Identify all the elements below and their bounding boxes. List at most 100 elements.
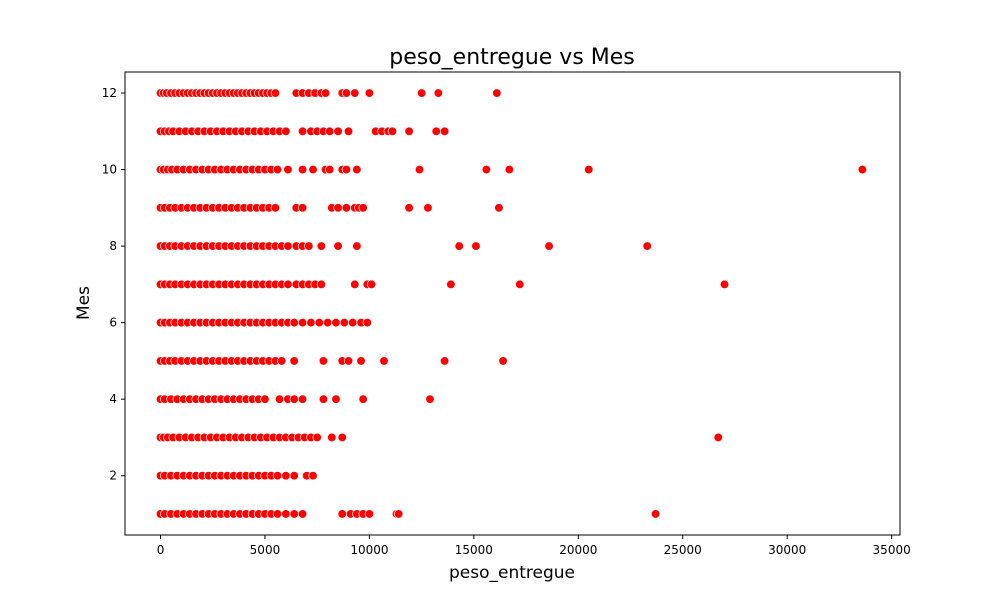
data-point: [297, 394, 308, 404]
x-tick-label: 0: [157, 543, 165, 557]
data-point: [387, 126, 398, 136]
data-point: [350, 88, 360, 98]
data-point: [515, 279, 525, 290]
data-point: [341, 164, 352, 175]
data-point: [320, 88, 331, 98]
plot-frame: [124, 71, 901, 536]
data-point: [423, 203, 433, 213]
data-point: [454, 241, 464, 251]
data-point: [504, 164, 515, 175]
y-tick-label: 12: [102, 86, 117, 100]
points-layer: [155, 88, 868, 519]
data-point: [404, 203, 414, 213]
y-axis-ticks: 2 4 6 8 10 12: [102, 86, 125, 483]
data-point: [289, 509, 299, 519]
y-tick-label: 10: [102, 163, 117, 177]
y-tick-label: 4: [109, 392, 117, 406]
data-point: [364, 509, 375, 519]
data-point: [289, 394, 299, 404]
data-point: [356, 356, 366, 366]
data-point: [337, 432, 347, 443]
data-point: [297, 509, 308, 519]
data-point: [281, 126, 291, 136]
data-point: [358, 203, 368, 213]
data-point: [325, 164, 335, 175]
x-tick-label: 30000: [768, 543, 806, 557]
data-point: [327, 432, 337, 443]
data-point: [316, 279, 327, 290]
data-point: [297, 126, 308, 136]
data-point: [650, 509, 661, 519]
data-point: [481, 164, 492, 175]
data-point: [333, 241, 343, 251]
data-point: [274, 394, 285, 404]
data-point: [283, 164, 293, 175]
data-point: [341, 88, 352, 98]
data-point: [425, 394, 435, 404]
data-point: [325, 126, 335, 136]
data-point: [331, 394, 341, 404]
data-point: [494, 203, 504, 213]
data-point: [297, 203, 308, 213]
data-point: [471, 241, 481, 251]
data-point: [358, 394, 368, 404]
data-point: [719, 279, 730, 290]
data-point: [297, 317, 308, 328]
data-point: [394, 509, 404, 519]
data-point: [281, 471, 291, 481]
data-point: [337, 509, 347, 519]
y-tick-label: 8: [109, 239, 117, 253]
data-point: [270, 203, 281, 213]
data-point: [379, 356, 389, 366]
data-point: [331, 317, 341, 328]
data-point: [277, 356, 287, 366]
data-point: [364, 88, 375, 98]
data-point: [272, 164, 283, 175]
x-tick-label: 10000: [350, 543, 388, 557]
data-point: [544, 241, 554, 251]
data-point: [343, 126, 354, 136]
data-point: [289, 317, 299, 328]
data-point: [433, 88, 443, 98]
data-point: [362, 317, 372, 328]
y-axis-label: Mes: [74, 286, 94, 320]
data-point: [260, 394, 270, 404]
data-point: [297, 164, 308, 175]
data-point: [314, 317, 324, 328]
data-point: [492, 88, 502, 98]
y-tick-label: 2: [109, 469, 117, 483]
data-point: [414, 164, 425, 175]
data-point: [318, 356, 329, 366]
data-point: [308, 164, 318, 175]
data-point: [304, 241, 314, 251]
data-point: [343, 356, 354, 366]
data-point: [272, 471, 283, 481]
data-point: [404, 126, 414, 136]
x-axis-ticks: 0 5000 10000 15000 20000 25000 30000 35000: [157, 535, 911, 557]
data-point: [857, 164, 868, 175]
x-tick-label: 25000: [664, 543, 702, 557]
data-point: [366, 279, 377, 290]
data-point: [283, 279, 293, 290]
data-point: [289, 356, 299, 366]
data-point: [352, 164, 362, 175]
data-point: [289, 471, 299, 481]
x-tick-label: 20000: [559, 543, 597, 557]
x-tick-label: 5000: [250, 543, 281, 557]
data-point: [312, 432, 322, 443]
data-point: [439, 356, 450, 366]
data-point: [584, 164, 594, 175]
x-tick-label: 35000: [873, 543, 911, 557]
data-point: [333, 126, 343, 136]
data-point: [348, 317, 358, 328]
data-point: [272, 509, 283, 519]
data-point: [431, 126, 441, 136]
data-point: [498, 356, 508, 366]
data-point: [439, 126, 450, 136]
data-point: [306, 317, 316, 328]
data-point: [270, 88, 281, 98]
data-point: [283, 241, 293, 251]
data-point: [350, 279, 360, 290]
